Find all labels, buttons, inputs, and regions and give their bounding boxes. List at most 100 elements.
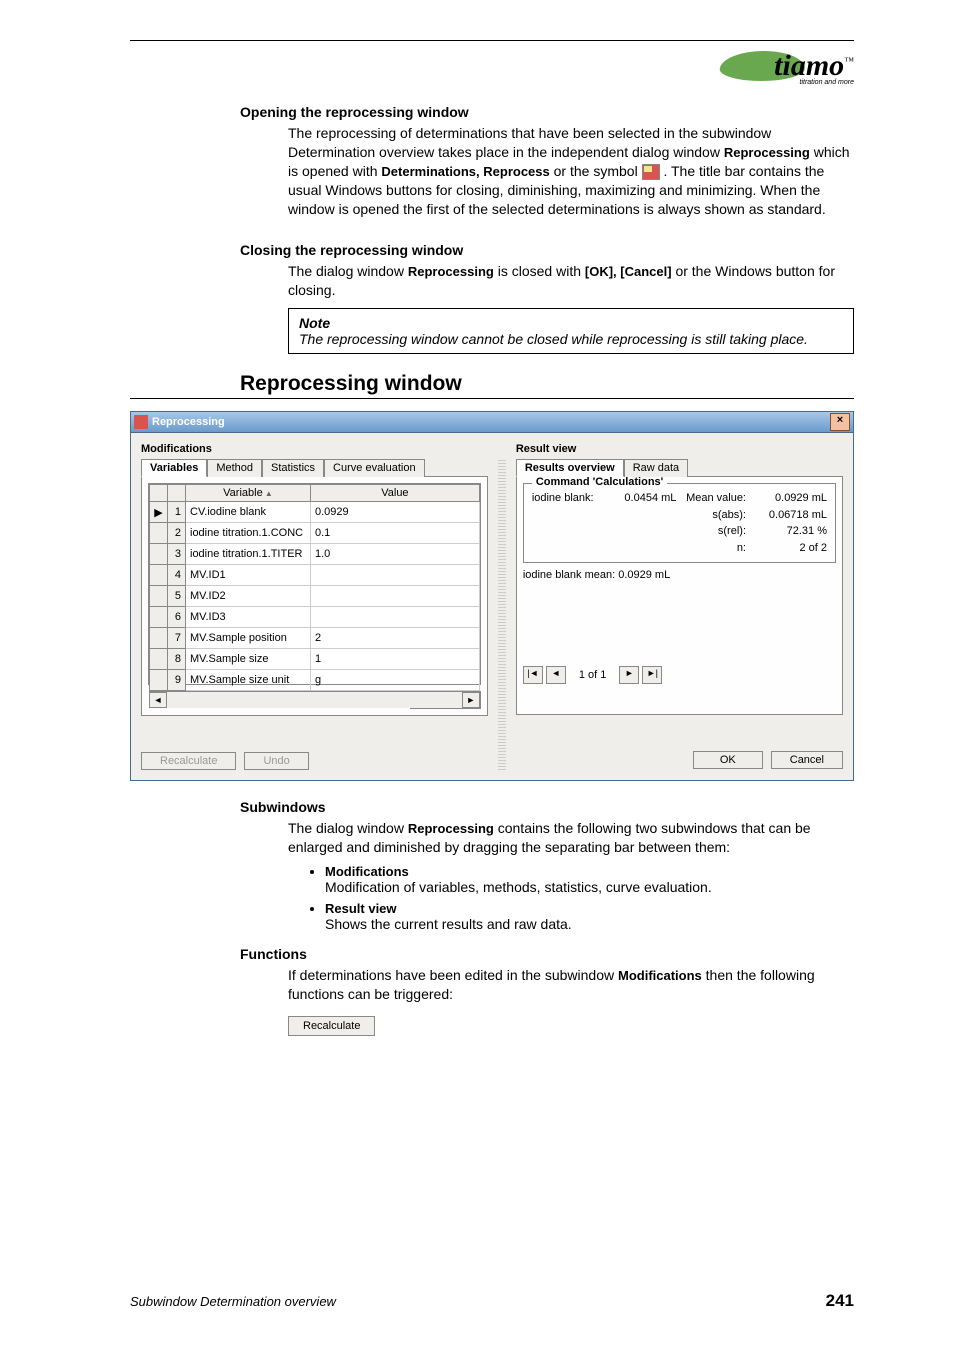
cell-value: 2 <box>311 628 480 649</box>
variables-table: Variable Value ▶1CV.iodine blank0.09292i… <box>149 484 480 691</box>
logo-tm: ™ <box>844 56 854 67</box>
row-number: 1 <box>168 502 186 523</box>
text-subw-a: The dialog window <box>288 820 408 836</box>
tab-variables[interactable]: Variables <box>141 459 207 477</box>
mean-line: iodine blank mean: 0.0929 mL <box>523 569 836 581</box>
result-label2: Mean value: <box>676 490 752 507</box>
tab-method[interactable]: Method <box>207 459 262 477</box>
table-row[interactable]: 7MV.Sample position2 <box>150 628 480 649</box>
result-value2: 2 of 2 <box>752 540 827 557</box>
heading-closing: Closing the reprocessing window <box>240 242 854 258</box>
row-marker <box>150 649 168 670</box>
row-marker <box>150 586 168 607</box>
table-row[interactable]: 9MV.Sample size unitg <box>150 670 480 691</box>
text-open-bold1: Reprocessing <box>724 145 810 160</box>
text-close-a: The dialog window <box>288 263 408 279</box>
result-value <box>601 523 676 540</box>
results-pager: |◄ ◄ 1 of 1 ► ►| <box>523 666 836 684</box>
bullet-desc-0: Modification of variables, methods, stat… <box>325 879 712 895</box>
bullet-title-1: Result view <box>325 901 397 916</box>
result-line: iodine blank:0.0454 mLMean value:0.0929 … <box>532 490 827 507</box>
result-value: 0.0454 mL <box>601 490 676 507</box>
table-row[interactable]: 3iodine titration.1.TITER1.0 <box>150 544 480 565</box>
col-variable-header[interactable]: Variable <box>186 485 311 502</box>
pager-last-button[interactable]: ►| <box>642 666 662 684</box>
cell-value: 1.0 <box>311 544 480 565</box>
cell-value: 1 <box>311 649 480 670</box>
cancel-button[interactable]: Cancel <box>771 751 843 769</box>
ok-button[interactable]: OK <box>693 751 763 769</box>
table-hscrollbar[interactable]: ◄ ► <box>149 691 480 708</box>
tab-statistics[interactable]: Statistics <box>262 459 324 477</box>
col-value-header[interactable]: Value <box>311 485 480 502</box>
pager-first-button[interactable]: |◄ <box>523 666 543 684</box>
hscroll-right-button[interactable]: ► <box>462 692 480 708</box>
calculations-legend: Command 'Calculations' <box>532 476 667 488</box>
result-value2: 0.06718 mL <box>752 507 827 524</box>
col-marker-header[interactable] <box>150 485 168 502</box>
heading-reprocessing-window: Reprocessing window <box>240 372 854 396</box>
logo-brand-text: tiamo <box>774 49 844 82</box>
col-rownum-header[interactable] <box>168 485 186 502</box>
footer-left-text: Subwindow Determination overview <box>130 1294 336 1309</box>
para-closing: The dialog window Reprocessing is closed… <box>288 262 854 300</box>
results-overview-content: Command 'Calculations' iodine blank:0.04… <box>516 476 843 715</box>
heading-functions: Functions <box>240 946 854 962</box>
row-number: 2 <box>168 523 186 544</box>
subwindow-bullet-list: ModificationsModification of variables, … <box>325 863 854 932</box>
result-label <box>532 523 602 540</box>
table-row[interactable]: 5MV.ID2 <box>150 586 480 607</box>
row-marker <box>150 628 168 649</box>
hscroll-left-button[interactable]: ◄ <box>149 692 167 708</box>
cell-variable: MV.Sample size unit <box>186 670 311 691</box>
note-text: The reprocessing window cannot be closed… <box>299 331 808 347</box>
hscroll-track[interactable] <box>167 692 462 708</box>
table-row[interactable]: ▶1CV.iodine blank0.0929 <box>150 502 480 523</box>
row-marker <box>150 565 168 586</box>
reprocess-icon <box>642 164 660 180</box>
text-open-a: The reprocessing of determinations that … <box>288 125 771 160</box>
footer-page-number: 241 <box>826 1291 854 1311</box>
reprocessing-dialog: Reprocessing × Modifications Variables M… <box>130 411 854 781</box>
cell-value: 0.0929 <box>311 502 480 523</box>
table-row[interactable]: 8MV.Sample size1 <box>150 649 480 670</box>
table-row[interactable]: 6MV.ID3 <box>150 607 480 628</box>
panel-splitter[interactable] <box>498 460 506 770</box>
row-marker: ▶ <box>150 502 168 523</box>
dialog-app-icon <box>134 415 148 429</box>
resultview-tabs: Results overview Raw data <box>516 458 843 476</box>
page-footer: Subwindow Determination overview 241 <box>130 1291 854 1311</box>
undo-button[interactable]: Undo <box>244 752 308 770</box>
text-close-bold2: [OK], [Cancel] <box>585 264 672 279</box>
result-value2: 0.0929 mL <box>752 490 827 507</box>
dialog-titlebar[interactable]: Reprocessing × <box>131 412 853 433</box>
recalculate-button[interactable]: Recalculate <box>141 752 236 770</box>
result-label2: n: <box>676 540 752 557</box>
dialog-close-button[interactable]: × <box>830 413 850 431</box>
bullet-desc-1: Shows the current results and raw data. <box>325 916 572 932</box>
result-label <box>532 540 602 557</box>
pager-next-button[interactable]: ► <box>619 666 639 684</box>
cell-variable: iodine titration.1.CONC <box>186 523 311 544</box>
cell-value <box>311 565 480 586</box>
tab-curve-evaluation[interactable]: Curve evaluation <box>324 459 425 477</box>
row-marker <box>150 523 168 544</box>
text-close-bold1: Reprocessing <box>408 264 494 279</box>
cell-variable: MV.ID2 <box>186 586 311 607</box>
bullet-title-0: Modifications <box>325 864 409 879</box>
pager-prev-button[interactable]: ◄ <box>546 666 566 684</box>
table-row[interactable]: 4MV.ID1 <box>150 565 480 586</box>
note-label: Note <box>299 315 330 331</box>
text-subw-bold: Reprocessing <box>408 821 494 836</box>
row-marker <box>150 670 168 691</box>
row-marker <box>150 607 168 628</box>
row-number: 5 <box>168 586 186 607</box>
variables-tab-content: Variable Value ▶1CV.iodine blank0.09292i… <box>141 476 488 716</box>
note-box: Note The reprocessing window cannot be c… <box>288 308 854 354</box>
table-row[interactable]: 2iodine titration.1.CONC0.1 <box>150 523 480 544</box>
tab-raw-data[interactable]: Raw data <box>624 459 688 477</box>
dialog-title: Reprocessing <box>152 416 830 428</box>
tab-results-overview[interactable]: Results overview <box>516 459 624 477</box>
row-marker <box>150 544 168 565</box>
para-subwindows: The dialog window Reprocessing contains … <box>288 819 854 857</box>
